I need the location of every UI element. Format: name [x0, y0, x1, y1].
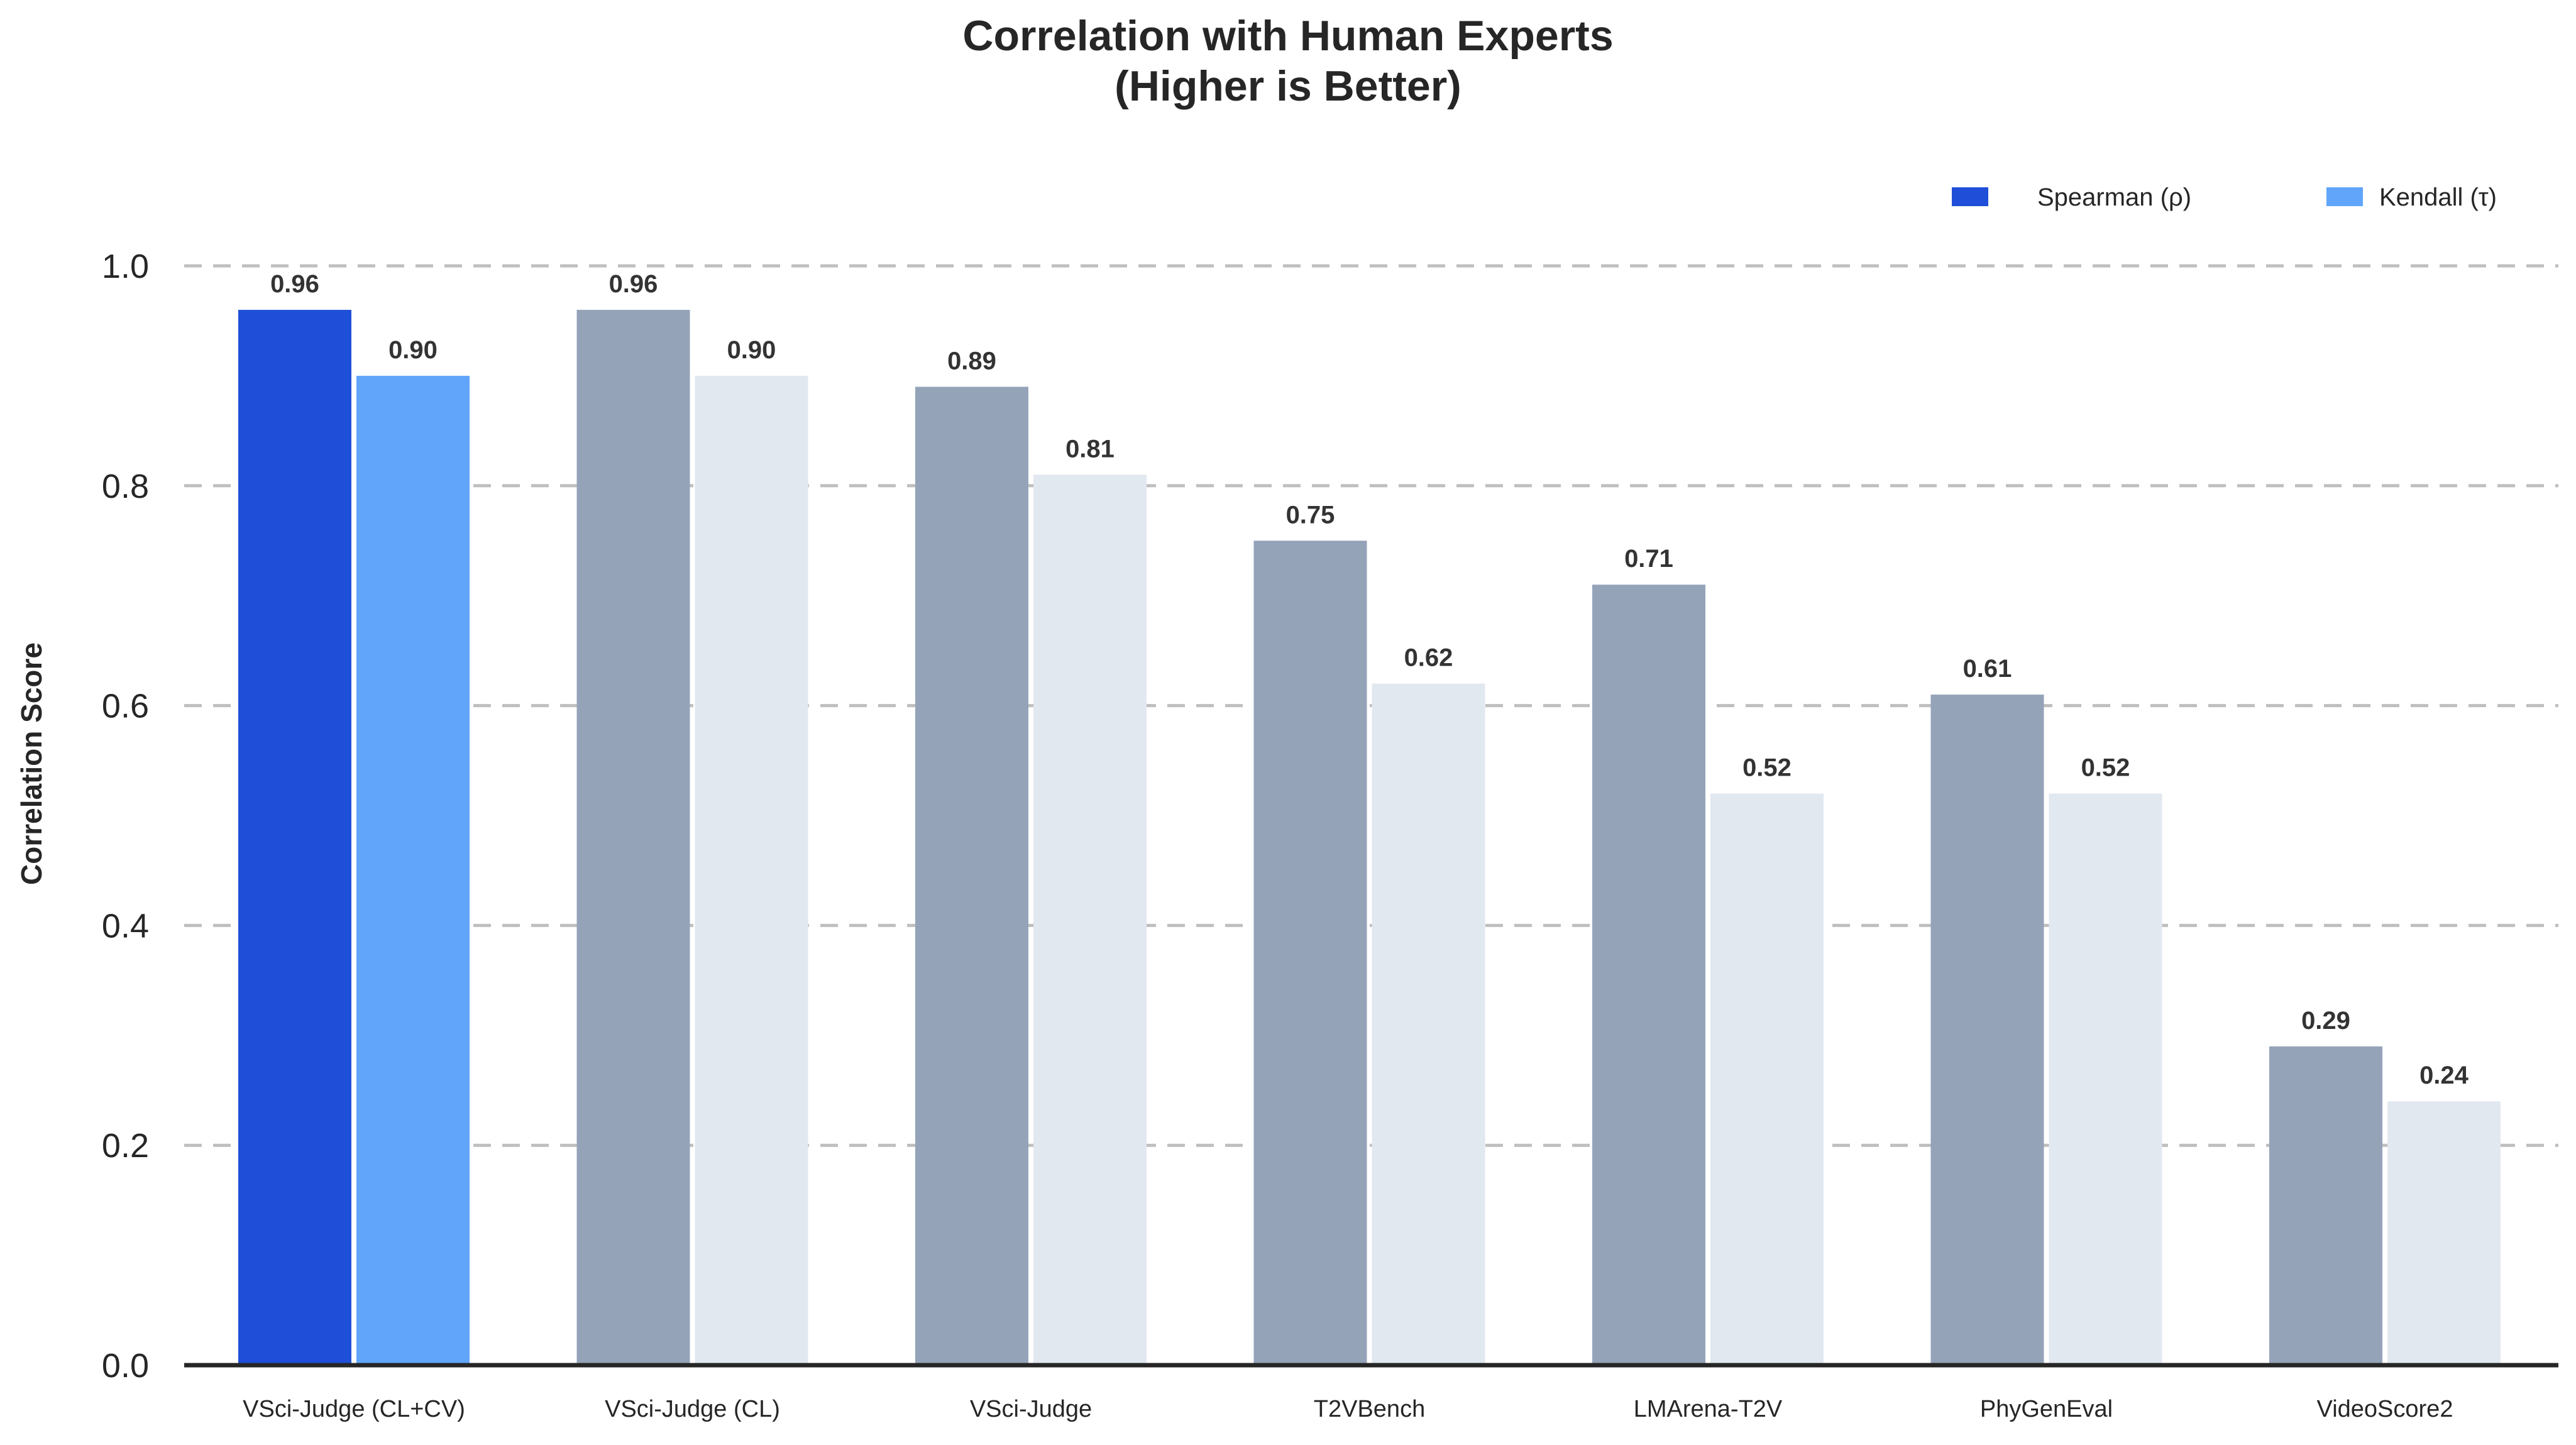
- bar-kendall: [1710, 793, 1824, 1365]
- x-tick-label: VSci-Judge (CL+CV): [243, 1396, 465, 1422]
- y-tick-labels: 0.0 0.2 0.4 0.6 0.8 1.0: [102, 248, 149, 1385]
- y-tick-label: 0.6: [102, 688, 149, 725]
- data-label: 0.52: [1742, 754, 1792, 782]
- legend-label-kendall: Kendall (τ): [2379, 184, 2497, 211]
- y-axis-label: Correlation Score: [15, 642, 48, 885]
- bar-spearman: [1592, 585, 1705, 1366]
- x-tick-label: T2VBench: [1314, 1396, 1425, 1422]
- bar-spearman: [1930, 695, 2044, 1365]
- bars: 0.96 0.90 0.96 0.90 0.89 0.81 0.75 0.62 0.71 0.52…: [238, 270, 2501, 1366]
- bar-kendall: [1033, 475, 1147, 1365]
- legend-swatch-kendall: [2326, 187, 2363, 206]
- data-label: 0.61: [1963, 655, 2012, 683]
- x-tick-label: VSci-Judge (CL): [605, 1396, 780, 1422]
- bar-kendall: [2049, 793, 2162, 1365]
- data-label: 0.89: [947, 347, 996, 375]
- chart-title-line-2: (Higher is Better): [1115, 62, 1461, 110]
- chart-title-line-1: Correlation with Human Experts: [962, 12, 1613, 60]
- bar-spearman: [1253, 541, 1367, 1365]
- data-label: 0.62: [1404, 644, 1453, 672]
- y-tick-label: 0.8: [102, 468, 149, 505]
- data-label: 0.75: [1286, 501, 1335, 529]
- legend-swatch-spearman: [1952, 187, 1988, 206]
- gridlines: [184, 264, 2558, 1147]
- bar-kendall: [1372, 683, 1485, 1365]
- x-tick-label: LMArena-T2V: [1634, 1396, 1783, 1422]
- bar-kendall: [2387, 1101, 2501, 1365]
- x-tick-labels: VSci-Judge (CL+CV) VSci-Judge (CL) VSci-Ju…: [243, 1396, 2453, 1422]
- bar-kendall: [356, 375, 470, 1365]
- x-tick-label: PhyGenEval: [1980, 1396, 2113, 1422]
- data-label: 0.81: [1065, 435, 1115, 463]
- y-tick-label: 0.4: [102, 907, 149, 945]
- data-label: 0.96: [609, 270, 658, 298]
- bar-spearman: [915, 387, 1028, 1365]
- x-tick-label: VSci-Judge: [970, 1396, 1092, 1422]
- data-label: 0.52: [2081, 754, 2130, 782]
- data-label: 0.29: [2301, 1007, 2350, 1035]
- y-tick-label: 0.0: [102, 1347, 149, 1385]
- data-label: 0.71: [1624, 545, 1673, 573]
- x-tick-label: VideoScore2: [2317, 1396, 2453, 1422]
- y-tick-label: 0.2: [102, 1127, 149, 1165]
- data-label: 0.96: [270, 270, 319, 298]
- bar-spearman: [576, 309, 690, 1366]
- legend-label-spearman: Spearman (ρ): [2037, 184, 2191, 211]
- data-label: 0.90: [388, 336, 438, 364]
- data-label: 0.24: [2419, 1062, 2469, 1089]
- bar-spearman: [2269, 1046, 2382, 1365]
- bar-kendall: [695, 375, 808, 1365]
- y-tick-label: 1.0: [102, 248, 149, 285]
- legend: Spearman (ρ) Kendall (τ): [1952, 184, 2497, 211]
- bar-spearman: [238, 309, 351, 1366]
- data-label: 0.90: [727, 336, 776, 364]
